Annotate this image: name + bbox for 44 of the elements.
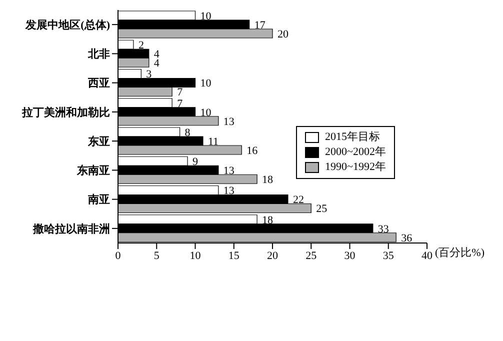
x-tick-label: 0 [115,250,122,262]
data-label: 10 [200,78,212,90]
data-label: 11 [208,136,219,148]
data-label: 22 [292,194,304,206]
data-label: 10 [200,106,212,119]
y-tick-label: 西亚 [87,78,110,90]
data-label: 13 [223,165,235,178]
legend-label: 2015年目标 [325,130,380,145]
x-tick-label: 20 [267,250,278,262]
data-label: 18 [262,214,274,226]
data-label: 33 [378,223,390,236]
x-tick-label: 40 [422,250,433,262]
data-label: 13 [223,185,235,198]
data-label: 7 [177,86,184,99]
data-label: 7 [177,98,184,110]
y-tick-label: 拉丁美洲和加勒比 [21,106,110,119]
x-tick-label: 35 [382,250,394,262]
data-label: 13 [223,116,235,128]
legend-label: 2000~2002年 [325,145,386,160]
y-tick-label: 东亚 [87,134,110,148]
data-label: 3 [146,68,152,81]
x-tick-label: 30 [344,250,356,262]
data-label: 36 [401,232,413,244]
x-tick-label: 25 [306,250,318,262]
y-tick-label: 北非 [87,48,110,61]
y-tick-label: 发展中地区(总体) [24,18,110,32]
data-label: 8 [184,126,191,139]
data-label: 18 [262,174,274,186]
x-tick-label: 10 [190,250,202,262]
legend-label: 1990~1992年 [325,160,386,175]
y-tick-label: 南亚 [87,193,110,206]
x-tick-label: 5 [154,250,160,262]
x-tick-label: 15 [228,250,240,262]
data-label: 17 [254,19,266,32]
x-axis-title: (百分比%) [435,246,485,259]
data-label: 16 [246,144,258,157]
data-label: 4 [154,58,160,70]
data-label: 20 [278,28,289,40]
y-tick-label: 东南亚 [76,164,110,178]
data-label: 25 [316,203,328,216]
data-label: 2 [138,40,144,52]
data-label: 9 [192,156,199,168]
y-tick-label: 撒哈拉以南非洲 [32,222,110,236]
data-label: 10 [200,10,212,22]
